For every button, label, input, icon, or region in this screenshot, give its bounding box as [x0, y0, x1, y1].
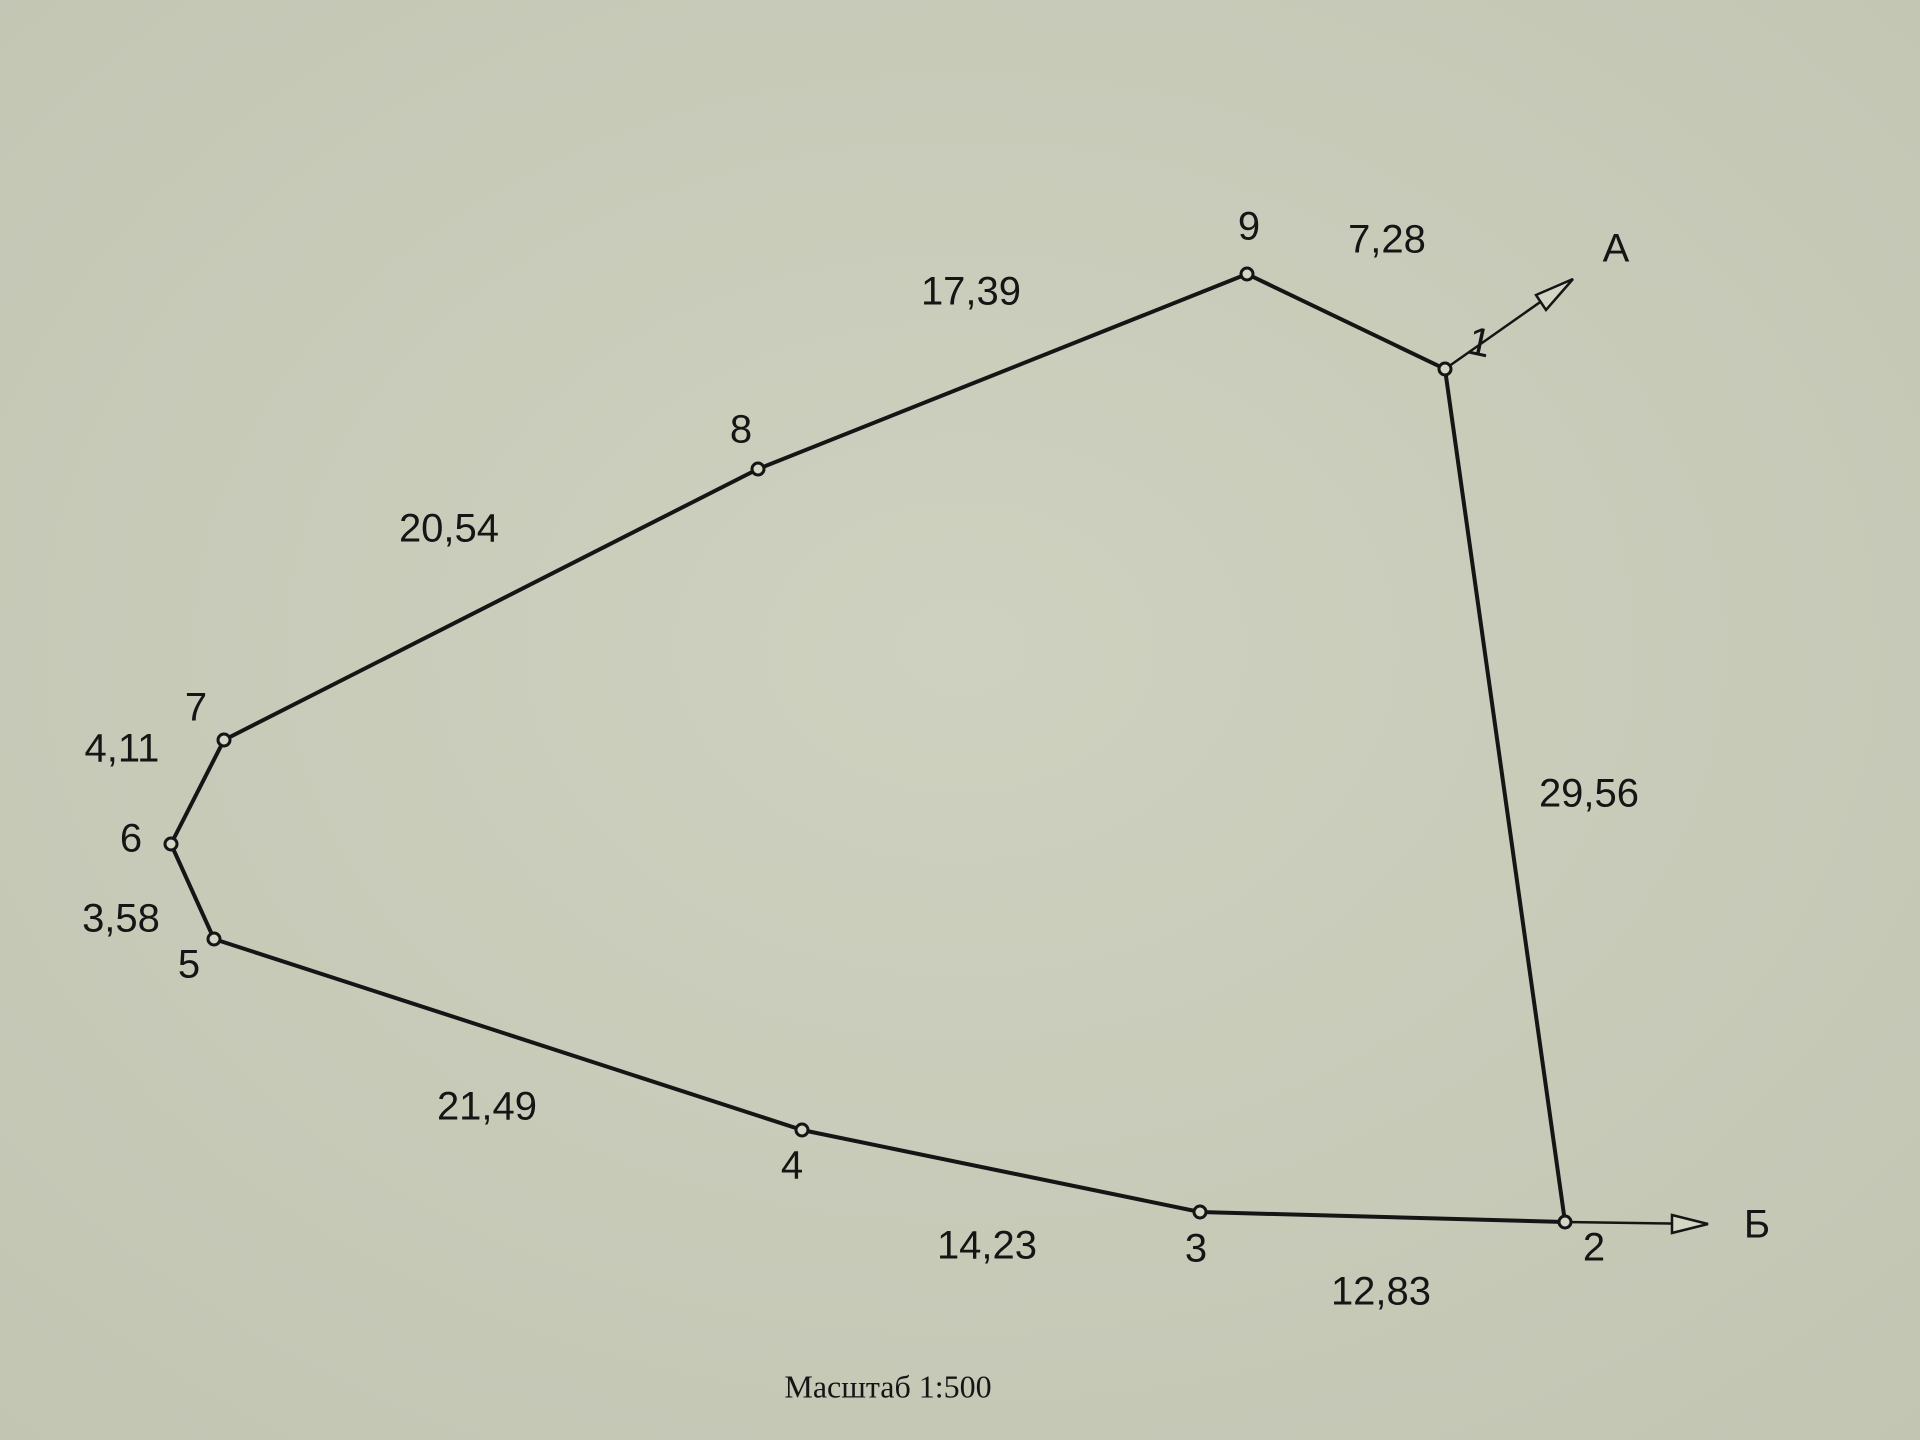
direction-label-b: Б — [1744, 1203, 1770, 1247]
direction-arrows — [1444, 277, 1709, 1235]
edge-length-7-8: 20,54 — [399, 507, 499, 551]
point-label-2: 2 — [1583, 1226, 1605, 1270]
vertex-marker-6 — [163, 836, 179, 852]
point-label-6: 6 — [120, 817, 142, 861]
edge-length-9-1: 7,28 — [1348, 218, 1426, 262]
arrow-b-head-icon — [1670, 1213, 1709, 1235]
edge-length-5-6: 3,58 — [82, 897, 160, 941]
vertex-marker-5 — [206, 931, 222, 947]
vertex-marker-8 — [750, 461, 766, 477]
edge-length-6-7: 4,11 — [85, 727, 160, 771]
point-label-5: 5 — [178, 943, 200, 987]
vertex-marker-7 — [216, 732, 232, 748]
vertex-marker-2 — [1557, 1214, 1573, 1230]
vertex-marker-4 — [794, 1122, 810, 1138]
direction-label-a: А — [1603, 227, 1630, 271]
point-label-4: 4 — [781, 1144, 803, 1188]
point-label-9: 9 — [1238, 205, 1260, 249]
scale-label: Масштаб 1:500 — [784, 1368, 991, 1404]
arrow-a-head-icon — [1534, 277, 1574, 313]
vertex-marker-3 — [1192, 1204, 1208, 1220]
vertex-marker-9 — [1239, 266, 1255, 282]
vertex-marker-1 — [1437, 361, 1453, 377]
edge-length-1-2: 29,56 — [1539, 772, 1639, 816]
point-label-8: 8 — [730, 408, 752, 452]
vertex-markers — [163, 266, 1573, 1230]
point-label-3: 3 — [1185, 1227, 1207, 1271]
point-label-7: 7 — [185, 686, 207, 730]
edge-length-8-9: 17,39 — [921, 270, 1021, 314]
edge-length-2-3: 12,83 — [1331, 1270, 1431, 1314]
edge-length-4-5: 21,49 — [437, 1085, 537, 1129]
plot-boundary — [169, 272, 1567, 1224]
edge-length-3-4: 14,23 — [937, 1224, 1037, 1268]
